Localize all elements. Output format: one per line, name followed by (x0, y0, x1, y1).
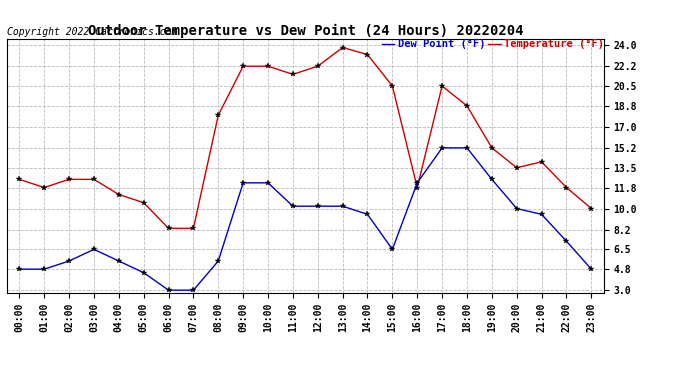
Title: Outdoor Temperature vs Dew Point (24 Hours) 20220204: Outdoor Temperature vs Dew Point (24 Hou… (88, 24, 523, 38)
Legend: Dew Point (°F), Temperature (°F): Dew Point (°F), Temperature (°F) (382, 39, 604, 50)
Text: Copyright 2022 Cartronics.com: Copyright 2022 Cartronics.com (7, 27, 177, 37)
